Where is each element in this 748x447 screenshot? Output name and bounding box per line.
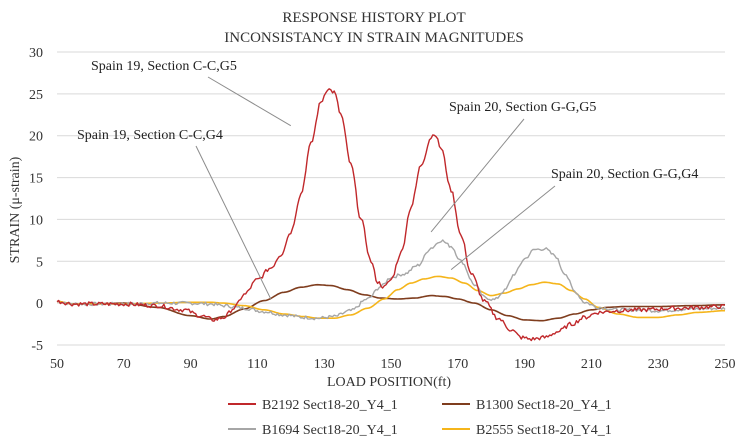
x-tick-label: 70 bbox=[117, 357, 131, 372]
x-tick-label: 90 bbox=[184, 357, 198, 372]
legend-label-b1694: B1694 Sect18-20_Y4_1 bbox=[262, 423, 398, 438]
x-tick-label: 130 bbox=[314, 357, 335, 372]
x-tick-label: 250 bbox=[715, 357, 736, 372]
chart-title-line-2: INCONSISTANCY IN STRAIN MAGNITUDES bbox=[224, 30, 524, 46]
y-axis-ticks: -5 0 5 10 15 20 25 30 bbox=[29, 46, 43, 354]
annotation-span20-g5: Spain 20, Section G-G,G5 bbox=[449, 100, 596, 115]
y-tick-label: 15 bbox=[29, 172, 43, 187]
annotation-leader-g4-span20 bbox=[450, 185, 556, 271]
annotation-span19-g5: Spain 19, Section C-C,G5 bbox=[91, 59, 237, 74]
y-tick-label: 0 bbox=[36, 297, 43, 312]
y-tick-label: -5 bbox=[31, 339, 43, 354]
legend-label-b1300: B1300 Sect18-20_Y4_1 bbox=[476, 398, 612, 413]
legend-item-b1694: B1694 Sect18-20_Y4_1 bbox=[228, 423, 398, 438]
chart-title-line-1: RESPONSE HISTORY PLOT bbox=[282, 10, 465, 26]
annotation-leader-g4-span19 bbox=[195, 145, 272, 300]
y-tick-label: 10 bbox=[29, 213, 43, 228]
annotations: Spain 19, Section C-C,G5 Spain 19, Secti… bbox=[77, 59, 698, 300]
x-tick-label: 170 bbox=[447, 357, 468, 372]
legend-label-b2555: B2555 Sect18-20_Y4_1 bbox=[476, 423, 612, 438]
legend: B2192 Sect18-20_Y4_1 B1300 Sect18-20_Y4_… bbox=[228, 398, 612, 438]
y-tick-label: 5 bbox=[36, 255, 43, 270]
series-lines bbox=[56, 88, 726, 342]
legend-label-b2192: B2192 Sect18-20_Y4_1 bbox=[262, 398, 398, 413]
legend-item-b2555: B2555 Sect18-20_Y4_1 bbox=[442, 423, 612, 438]
x-tick-label: 150 bbox=[381, 357, 402, 372]
legend-item-b2192: B2192 Sect18-20_Y4_1 bbox=[228, 398, 398, 413]
legend-item-b1300: B1300 Sect18-20_Y4_1 bbox=[442, 398, 612, 413]
series-line-b1694 bbox=[56, 239, 726, 321]
y-tick-label: 30 bbox=[29, 46, 43, 61]
annotation-leader-g5-span20 bbox=[430, 118, 525, 233]
series-line-b2555 bbox=[57, 275, 725, 319]
x-axis-ticks: 50 70 90 110 130 150 170 190 210 230 250 bbox=[50, 357, 736, 372]
y-axis-label: STRAIN (μ-strain) bbox=[8, 156, 23, 263]
series-line-b2192 bbox=[56, 88, 726, 342]
y-tick-label: 20 bbox=[29, 130, 43, 145]
y-tick-label: 25 bbox=[29, 88, 43, 103]
x-tick-label: 50 bbox=[50, 357, 64, 372]
series-line-b1300 bbox=[57, 283, 725, 322]
annotation-span20-g4: Spain 20, Section G-G,G4 bbox=[551, 167, 698, 182]
x-tick-label: 110 bbox=[247, 357, 267, 372]
x-axis-label: LOAD POSITION(ft) bbox=[327, 375, 451, 390]
x-tick-label: 210 bbox=[581, 357, 602, 372]
x-tick-label: 230 bbox=[648, 357, 669, 372]
annotation-span19-g4: Spain 19, Section C-C,G4 bbox=[77, 128, 223, 143]
x-tick-label: 190 bbox=[514, 357, 535, 372]
annotation-leader-g5-span19 bbox=[207, 76, 292, 127]
